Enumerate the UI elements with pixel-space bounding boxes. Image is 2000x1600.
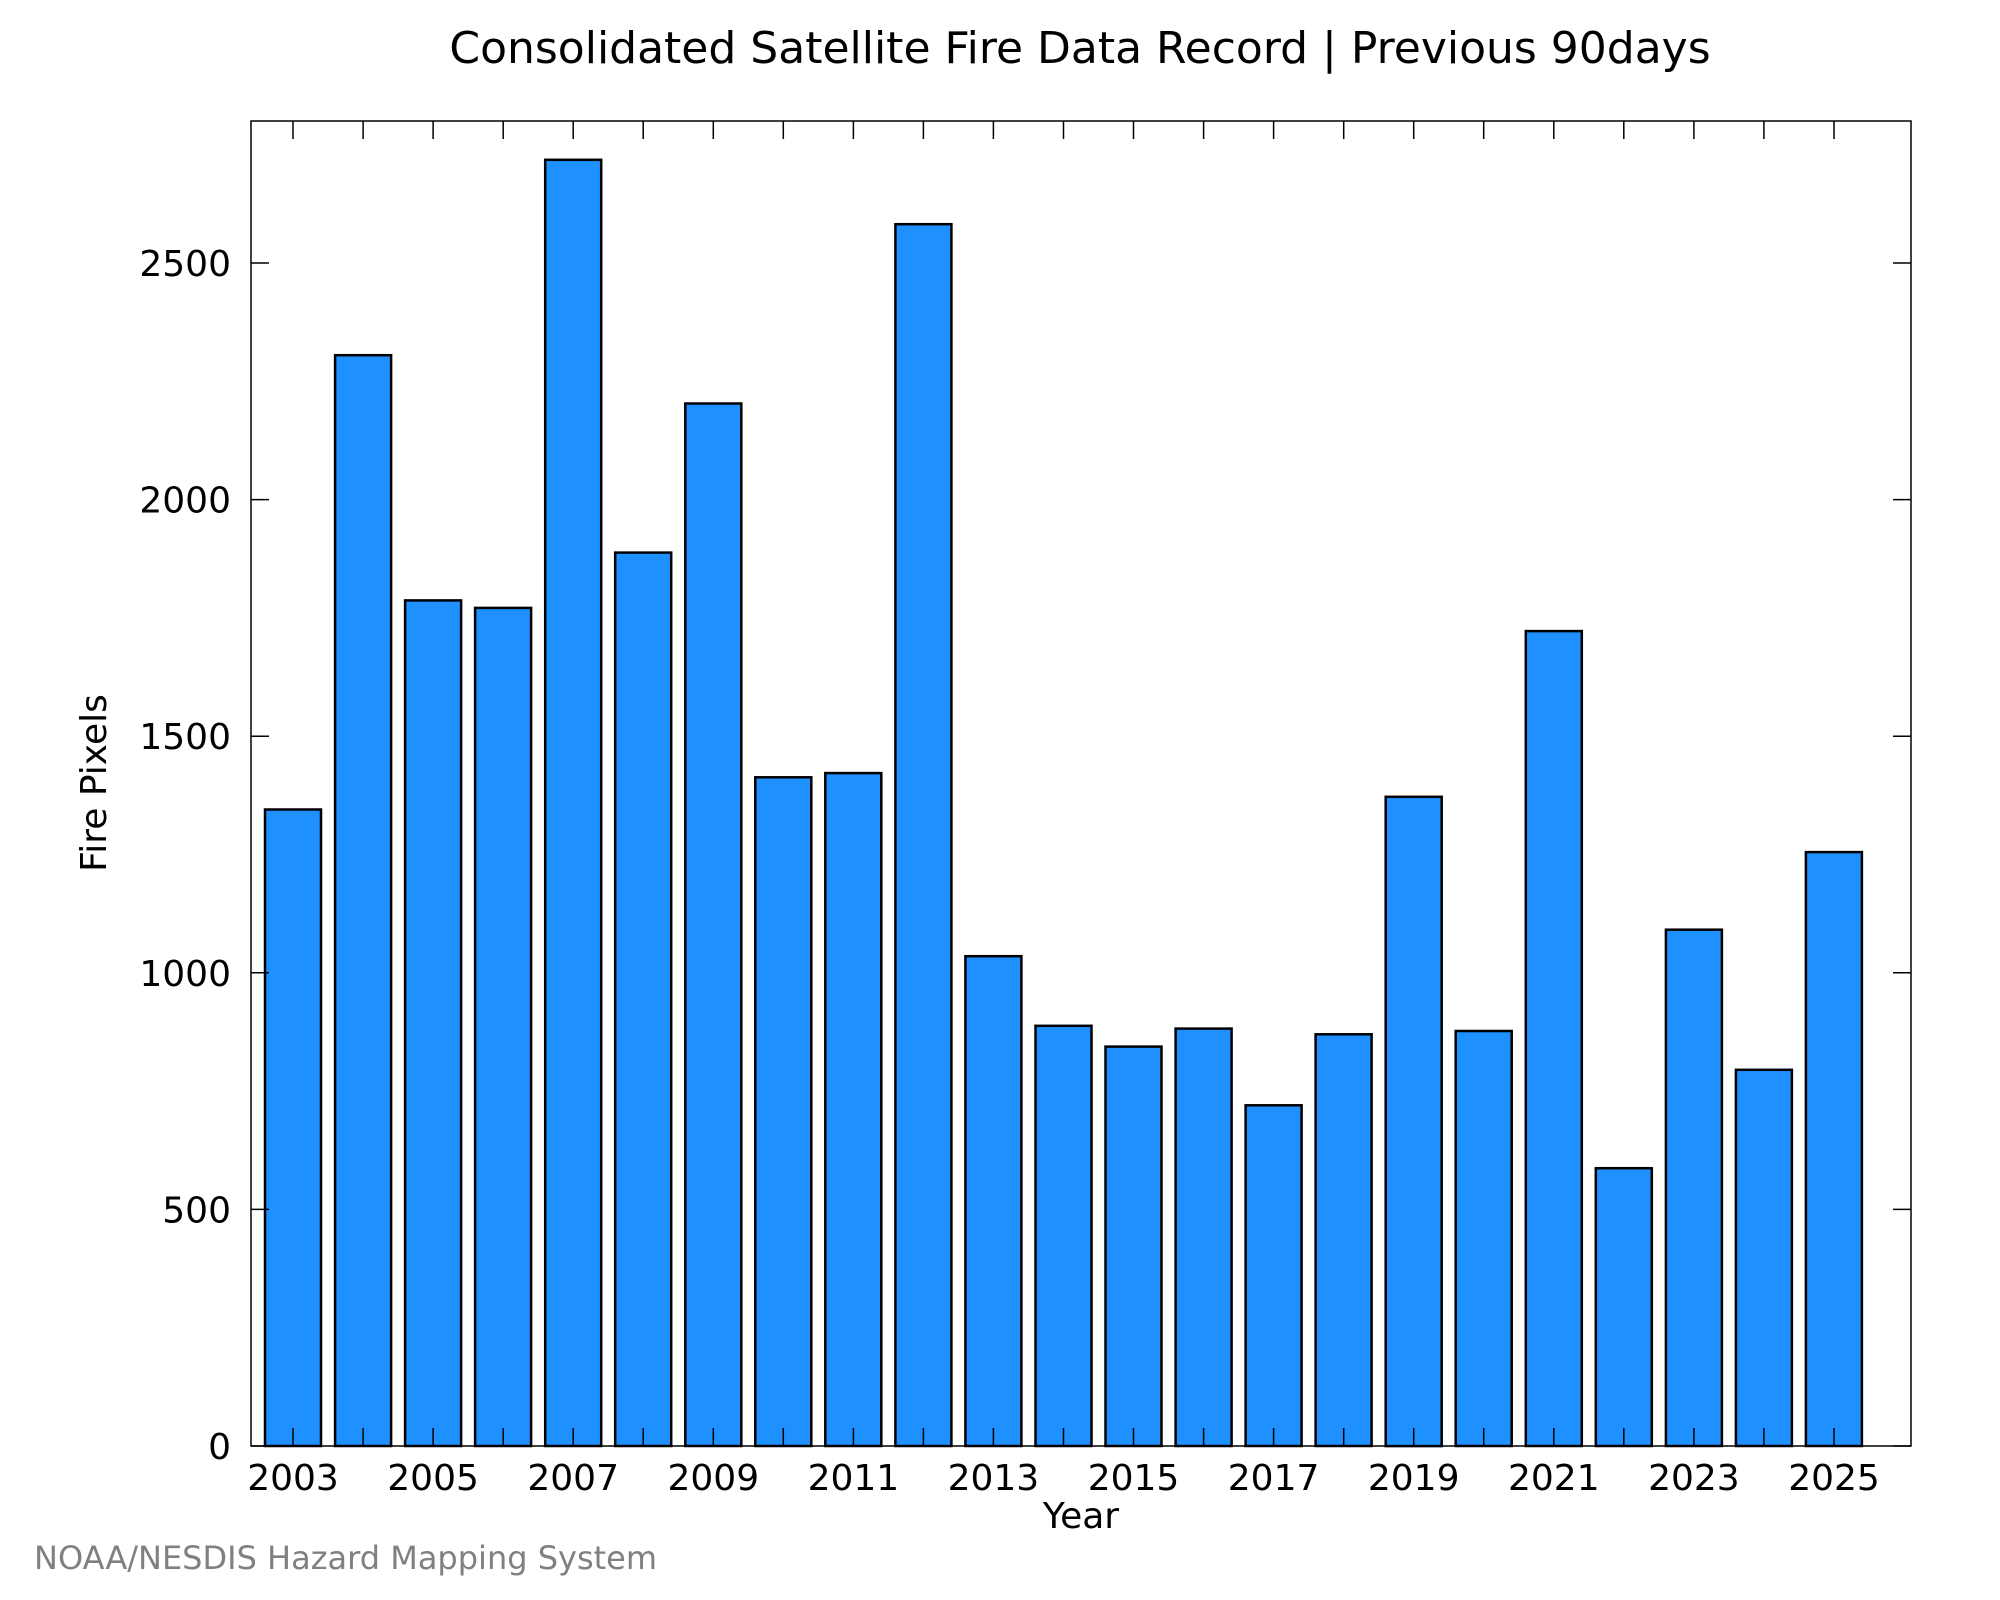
bar-2012	[894, 222, 953, 1448]
bar-2022	[1594, 1166, 1654, 1448]
chart-title: Consolidated Satellite Fire Data Record …	[449, 23, 1710, 74]
x-tick-label-2007: 2007	[527, 1458, 619, 1499]
bar-2011	[824, 771, 883, 1448]
bar-2003	[263, 808, 323, 1448]
bar-2021	[1524, 629, 1584, 1448]
x-tick-label-2021: 2021	[1508, 1458, 1600, 1499]
y-axis-label: Fire Pixels	[74, 694, 115, 872]
x-tick-label-2005: 2005	[387, 1458, 479, 1499]
bar-2017	[1244, 1104, 1303, 1448]
bar-2010	[754, 776, 813, 1448]
bar-2016	[1174, 1027, 1233, 1448]
bar-2020	[1454, 1029, 1513, 1448]
credit-label: NOAA/NESDIS Hazard Mapping System	[34, 1539, 657, 1577]
y-tick-label-500: 500	[162, 1190, 231, 1231]
x-tick-label-2011: 2011	[808, 1458, 900, 1499]
y-tick-label-2000: 2000	[139, 481, 231, 522]
bar-2007	[543, 158, 603, 1448]
bar-2018	[1314, 1033, 1373, 1448]
x-tick-label-2017: 2017	[1228, 1458, 1320, 1499]
bar-2004	[333, 353, 393, 1448]
x-axis-label: Year	[1042, 1496, 1119, 1537]
plot-frame	[250, 120, 1912, 1447]
bar-2006	[473, 606, 533, 1448]
y-tick-label-1000: 1000	[139, 954, 231, 995]
x-tick-label-2003: 2003	[247, 1458, 339, 1499]
x-tick-labels: 2003 2005 2007 2009 2011 2013 2015 2017 2019 2021…	[247, 1458, 1880, 1499]
bar-2008	[613, 551, 673, 1448]
y-tick-labels: 0 500 1000 1500 2000 2500	[139, 244, 231, 1468]
bar-2023	[1664, 928, 1724, 1448]
bars-group	[263, 158, 1864, 1448]
bar-2009	[684, 402, 743, 1448]
bar-2005	[403, 599, 463, 1448]
bar-2025	[1804, 850, 1864, 1448]
bar-2013	[964, 954, 1023, 1448]
x-tick-label-2023: 2023	[1648, 1458, 1740, 1499]
x-tick-label-2015: 2015	[1088, 1458, 1180, 1499]
bar-2019	[1384, 795, 1443, 1448]
y-tick-label-0: 0	[208, 1427, 231, 1468]
x-tick-label-2013: 2013	[948, 1458, 1040, 1499]
bar-2014	[1034, 1024, 1093, 1448]
y-tick-label-1500: 1500	[139, 717, 231, 758]
y-tick-label-2500: 2500	[139, 244, 231, 285]
bar-2015	[1104, 1045, 1163, 1448]
x-tick-label-2019: 2019	[1368, 1458, 1460, 1499]
bar-2024	[1734, 1068, 1794, 1448]
ticks-group	[251, 121, 1911, 1447]
x-tick-label-2009: 2009	[667, 1458, 759, 1499]
x-tick-label-2025: 2025	[1788, 1458, 1880, 1499]
